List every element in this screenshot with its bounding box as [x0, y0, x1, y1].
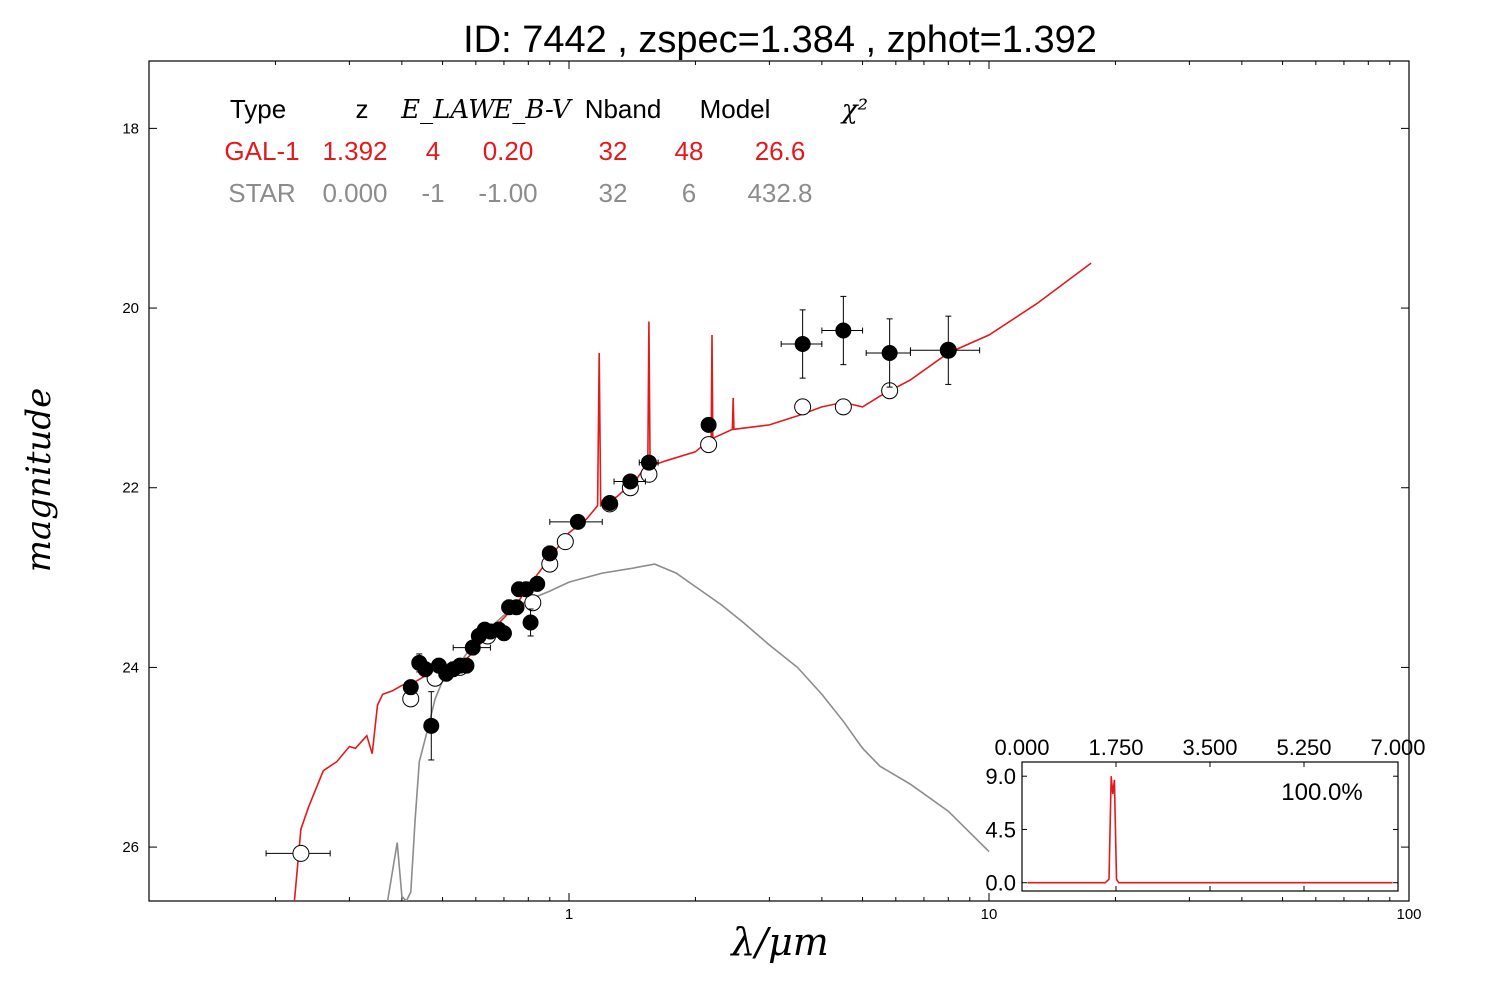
- inset-x-tick-label: 3.500: [1182, 735, 1237, 760]
- fit-table-cell: 1.392: [322, 136, 387, 166]
- observed-photometry-point: [529, 575, 546, 592]
- fit-table-cell: 0.000: [322, 178, 387, 208]
- series-line-star: [386, 563, 990, 901]
- fit-table-header-cell: E_B-V: [492, 95, 572, 125]
- observed-photometry-point: [622, 473, 639, 490]
- observed-photometry-point: [881, 344, 898, 361]
- fit-table-header-cell: Type: [230, 94, 286, 124]
- observed-photometry-point: [508, 599, 525, 616]
- inset-pdf-line: [1027, 776, 1393, 884]
- x-tick-label: 10: [981, 906, 998, 923]
- fit-table-cell: STAR: [228, 178, 295, 208]
- model-spectra: [293, 262, 1092, 901]
- fit-table-cell: 6: [682, 178, 696, 208]
- photometry-points: [265, 295, 981, 862]
- y-axis: 18 20 22 24 26: [122, 120, 1409, 856]
- x-axis: 1 10 100: [274, 61, 1422, 923]
- observed-photometry-point: [423, 717, 440, 734]
- y-tick-label: 22: [122, 480, 139, 497]
- fit-table-cell: -1.00: [478, 178, 537, 208]
- observed-photometry-point: [601, 495, 618, 512]
- observed-photometry-point: [522, 614, 539, 631]
- model-photometry-point: [794, 398, 812, 416]
- observed-photometry-point: [700, 416, 717, 433]
- y-tick-label: 24: [122, 659, 139, 676]
- plot-frame: [148, 60, 1410, 902]
- observed-photometry-point: [458, 657, 475, 674]
- chart-title: ID: 7442 , zspec=1.384 , zphot=1.392: [463, 19, 1097, 61]
- fit-table-cell: 26.6: [755, 136, 806, 166]
- x-tick-label: 1: [565, 906, 573, 923]
- inset-x-tick-label: 1.750: [1088, 735, 1143, 760]
- observed-photometry-point: [640, 454, 657, 471]
- observed-photometry-point: [541, 545, 558, 562]
- inset-peak-label: 100.0%: [1281, 779, 1362, 806]
- y-axis-label: magnitude: [19, 388, 59, 573]
- inset-y-tick-label: 0.0: [985, 871, 1016, 896]
- inset-frame: [1021, 761, 1399, 892]
- inset-x-tick-label: 7.000: [1370, 735, 1425, 760]
- fit-table-row-gal-1: GAL-1 1.392 4 0.20 32 48 26.6: [224, 136, 805, 166]
- observed-photometry-point: [495, 625, 512, 642]
- fit-table-cell: 32: [599, 136, 628, 166]
- inset-y-tick-label: 9.0: [985, 764, 1016, 789]
- inset-y-tick-label: 4.5: [985, 817, 1016, 842]
- observed-photometry-point: [940, 342, 957, 359]
- observed-photometry-point: [417, 661, 434, 678]
- fit-table-cell: GAL-1: [224, 136, 299, 166]
- fit-table-header-cell: E_LAW: [400, 95, 497, 125]
- y-tick-label: 20: [122, 300, 139, 317]
- x-axis-label: λ/μm: [729, 920, 829, 964]
- fit-table-header-cell: χ²: [840, 95, 868, 125]
- observed-photometry-point: [835, 322, 852, 339]
- inset-x-tick-label: 0.000: [994, 735, 1049, 760]
- series-line-gal-1: [293, 262, 1092, 901]
- fit-table-cell: 48: [675, 136, 704, 166]
- fit-table-header-cell: Model: [700, 94, 771, 124]
- fit-table-cell: 0.20: [483, 136, 534, 166]
- model-photometry-point: [700, 436, 718, 454]
- fit-table-cell: 4: [426, 136, 440, 166]
- observed-photometry-point: [402, 679, 419, 696]
- fit-table-cell: 432.8: [747, 178, 812, 208]
- fit-table-row-star: STAR 0.000 -1 -1.00 32 6 432.8: [228, 178, 812, 208]
- model-photometry-point: [556, 533, 574, 551]
- redshift-pdf-inset: 0.000 1.750 3.500 5.250 7.000 0.0 4.5 9.0 100.0%: [985, 735, 1425, 896]
- fit-table-header-cell: Nband: [585, 94, 662, 124]
- y-tick-label: 26: [122, 839, 139, 856]
- model-photometry-point: [834, 398, 852, 416]
- model-photometry-point: [524, 594, 542, 612]
- x-tick-label: 100: [1396, 906, 1421, 923]
- y-tick-label: 18: [122, 120, 139, 137]
- fit-table-header-cell: z: [356, 94, 369, 124]
- inset-x-tick-label: 5.250: [1276, 735, 1331, 760]
- fit-table-cell: -1: [421, 178, 444, 208]
- observed-photometry-point: [569, 513, 586, 530]
- fit-table-cell: 32: [599, 178, 628, 208]
- model-photometry-point: [292, 844, 310, 862]
- observed-photometry-point: [794, 335, 811, 352]
